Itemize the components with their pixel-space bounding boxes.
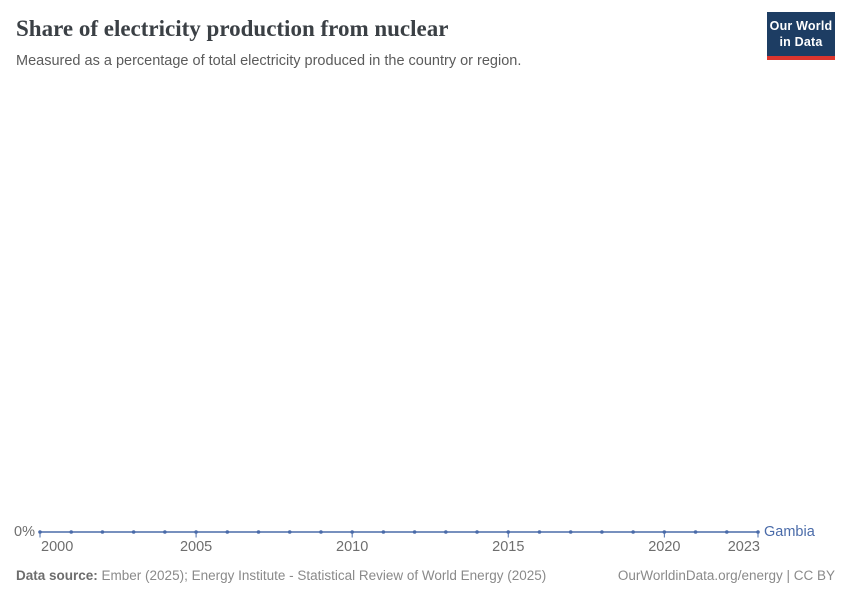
chart-plot-area: 0% 2000 2005 2010 2015 2020 2023 Gambia [0, 85, 850, 560]
x-tick-label: 2020 [648, 539, 680, 555]
data-point-2013[interactable] [444, 530, 448, 534]
x-tick-label: 2015 [492, 539, 524, 555]
data-point-2010[interactable] [350, 530, 354, 534]
data-point-2021[interactable] [693, 530, 698, 534]
x-tick-label: 2005 [180, 539, 212, 555]
data-point-2020[interactable] [662, 530, 667, 534]
owid-logo-line1: Our World [769, 19, 833, 33]
data-point-2001[interactable] [69, 530, 74, 534]
data-point-2005[interactable] [194, 530, 198, 534]
data-point-2006[interactable] [225, 530, 230, 534]
data-point-2002[interactable] [100, 530, 105, 534]
x-tick-label: 2000 [41, 539, 73, 555]
data-point-2009[interactable] [319, 530, 323, 534]
data-point-2019[interactable] [631, 530, 635, 534]
chart-subtitle: Measured as a percentage of total electr… [16, 53, 522, 69]
data-source[interactable]: Data source: Ember (2025); Energy Instit… [16, 567, 546, 584]
series-label-gambia[interactable]: Gambia [764, 524, 816, 540]
data-point-2015[interactable] [506, 530, 511, 534]
owid-logo-line2: in Data [779, 34, 823, 49]
data-point-2011[interactable] [381, 530, 386, 534]
data-point-2022[interactable] [724, 530, 729, 534]
data-point-2004[interactable] [163, 530, 167, 534]
data-point-2014[interactable] [475, 530, 479, 534]
data-point-2017[interactable] [568, 530, 573, 534]
data-point-2000[interactable] [38, 530, 42, 534]
data-point-2018[interactable] [600, 530, 604, 534]
data-point-2023[interactable] [756, 530, 760, 534]
x-tick-label: 2023 [728, 539, 760, 555]
data-source-label: Data source: [16, 568, 98, 583]
data-source-text: Ember (2025); Energy Institute - Statist… [97, 568, 547, 583]
y-axis-zero-label: 0% [14, 524, 35, 540]
owid-logo[interactable]: Our World in Data [767, 12, 835, 60]
chart-title: Share of electricity production from nuc… [16, 16, 449, 41]
x-tick-label: 2010 [336, 539, 368, 555]
data-point-2003[interactable] [131, 530, 136, 534]
data-point-2016[interactable] [537, 530, 542, 534]
data-point-2012[interactable] [412, 530, 417, 534]
data-point-2008[interactable] [287, 530, 292, 534]
data-point-2007[interactable] [256, 530, 261, 534]
footer-link[interactable]: OurWorldinData.org/energy | CC BY [617, 568, 835, 583]
